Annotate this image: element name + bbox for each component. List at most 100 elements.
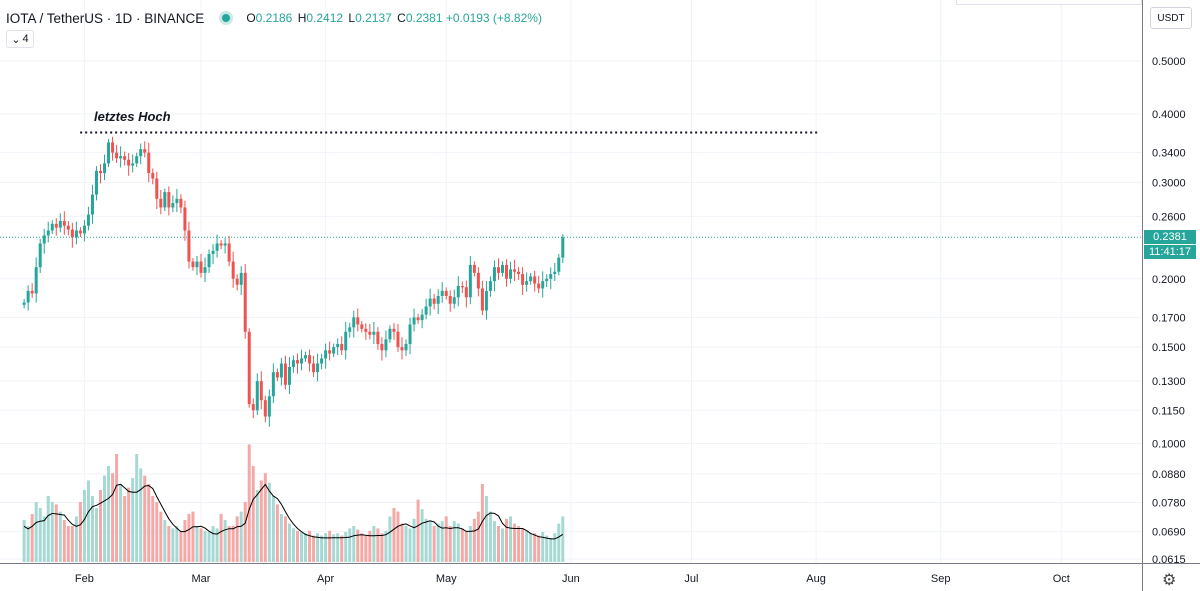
symbol-title[interactable]: IOTA / TetherUS · 1D · BINANCE: [6, 10, 205, 26]
volume-bar: [251, 466, 255, 562]
candle-body: [115, 152, 119, 159]
volume-bar: [561, 516, 565, 562]
candle-body: [529, 276, 533, 282]
candle-body: [452, 297, 456, 304]
volume-bar: [529, 533, 533, 562]
candle-body: [127, 159, 131, 166]
volume-bar: [283, 516, 287, 562]
volume-bar: [94, 508, 98, 562]
candle-body: [30, 290, 34, 294]
volume-bar: [549, 538, 553, 562]
candle-body: [70, 229, 74, 238]
volume-bar: [380, 533, 384, 562]
candle-body: [183, 207, 187, 231]
candle-body: [243, 272, 247, 332]
volume-bar: [179, 530, 183, 562]
candle-body: [384, 339, 388, 351]
candle-body: [304, 355, 308, 359]
volume-bar: [488, 511, 492, 562]
gear-icon[interactable]: ⚙: [1162, 572, 1177, 589]
candle-body: [312, 363, 316, 373]
volume-bar: [344, 532, 348, 562]
volume-bar: [400, 523, 404, 562]
candle-body: [191, 261, 195, 268]
candle-body: [332, 347, 336, 354]
candle-body: [460, 285, 464, 288]
candle-body: [74, 230, 78, 238]
candle-body: [94, 170, 98, 195]
volume-bar: [404, 526, 408, 562]
live-dot-icon: [222, 14, 231, 22]
volume-bar: [492, 521, 496, 562]
volume-bar: [275, 504, 279, 562]
volume-bar: [207, 532, 211, 562]
volume-bar: [99, 490, 102, 562]
top-toolbar-edge: [956, 0, 1142, 5]
candle-body: [464, 287, 468, 298]
volume-bar: [255, 490, 259, 562]
y-tick-label: 0.0690: [1152, 527, 1186, 539]
volume-bar: [416, 499, 420, 562]
volume-bar: [223, 520, 227, 562]
currency-button[interactable]: USDT: [1150, 7, 1192, 29]
volume-bar: [408, 528, 412, 562]
grid: [0, 0, 1142, 563]
candle-body: [505, 264, 509, 279]
candle-body: [54, 223, 58, 228]
y-tick-label: 0.2600: [1152, 211, 1186, 223]
volume-bar: [22, 520, 26, 562]
y-tick-label: 0.3000: [1152, 177, 1186, 189]
volume-bar: [464, 530, 468, 562]
candle-body: [545, 278, 549, 282]
volume-bar: [159, 511, 163, 562]
volume-bar: [147, 484, 151, 562]
candle-body: [147, 152, 151, 174]
volume-bar: [171, 528, 175, 562]
countdown-tag: 11:41:17: [1144, 245, 1196, 260]
candle-body: [275, 372, 279, 378]
volume-bar: [448, 526, 452, 562]
candle-body: [159, 198, 163, 208]
volume-bar: [291, 528, 295, 562]
candle-body: [328, 350, 332, 354]
candle-body: [155, 178, 159, 199]
volume-bar: [151, 496, 155, 562]
x-tick-label: May: [436, 573, 457, 585]
volume-bar: [324, 533, 328, 562]
volume-bar: [187, 514, 191, 562]
candle-body: [239, 272, 243, 285]
candle-body: [231, 261, 235, 279]
candle-body: [66, 225, 70, 230]
volume-bar: [444, 516, 448, 562]
candle-body: [223, 243, 227, 246]
volume-bar: [295, 530, 299, 562]
volume-bar: [472, 518, 476, 562]
volume-bar: [505, 518, 509, 562]
indicator-count: 4: [22, 33, 29, 45]
x-tick-label: Oct: [1053, 573, 1070, 585]
candle-body: [320, 358, 324, 364]
x-tick-label: Sep: [931, 573, 951, 585]
volume-bar: [432, 526, 436, 562]
volume-bar: [332, 534, 336, 562]
candle-body: [400, 347, 404, 351]
candle-body: [259, 381, 263, 401]
volume-bar: [468, 526, 472, 562]
volume-bar: [348, 528, 352, 562]
volume-bar: [78, 502, 82, 562]
candle-body: [139, 149, 143, 157]
volume-bar: [86, 480, 90, 562]
candle-body: [521, 274, 525, 285]
candle-body: [380, 343, 384, 351]
indicators-toggle-button[interactable]: ⌄ 4: [6, 30, 34, 48]
volume-bar: [396, 511, 400, 562]
candle-body: [440, 290, 444, 296]
last-price-tag: 0.2381: [1144, 230, 1196, 245]
y-tick-label: 0.4000: [1152, 109, 1186, 121]
volume-bar: [195, 526, 199, 562]
x-tick-label: Feb: [75, 573, 94, 585]
volume-bar: [460, 528, 464, 562]
candle-body: [46, 230, 50, 236]
volume-bar: [424, 518, 428, 562]
